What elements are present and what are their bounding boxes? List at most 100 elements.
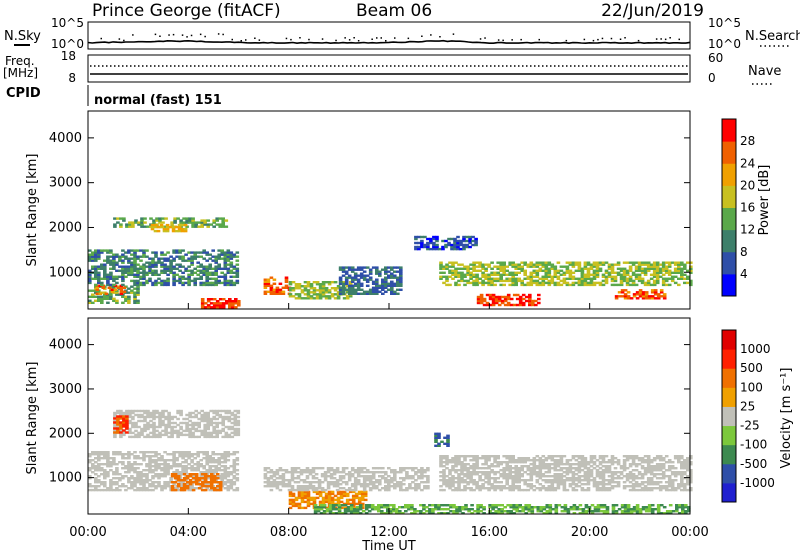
range-time-cell — [287, 479, 292, 482]
range-time-cell — [595, 469, 600, 472]
range-time-cell — [152, 409, 156, 413]
nsearch-point — [619, 38, 622, 40]
range-time-cell — [133, 261, 137, 264]
range-time-cell — [514, 473, 518, 476]
range-time-cell — [514, 481, 518, 484]
range-time-cell — [655, 275, 660, 278]
range-time-cell — [610, 271, 615, 274]
range-time-cell — [484, 473, 488, 476]
range-time-cell — [291, 287, 296, 290]
range-time-cell — [604, 455, 609, 458]
range-time-cell — [202, 257, 206, 260]
range-time-cell — [667, 283, 672, 287]
range-time-cell — [233, 431, 238, 435]
range-time-cell — [378, 483, 382, 486]
range-time-cell — [338, 280, 343, 283]
range-time-cell — [157, 465, 161, 468]
range-time-cell — [393, 274, 397, 277]
range-time-cell — [402, 467, 406, 470]
range-time-cell — [589, 473, 594, 476]
range-time-cell — [562, 475, 567, 478]
range-time-cell — [211, 283, 215, 287]
range-time-cell — [613, 283, 618, 287]
range-time-cell — [673, 271, 678, 274]
range-time-cell — [223, 279, 228, 283]
range-time-cell — [148, 479, 152, 482]
range-time-cell — [154, 481, 158, 484]
range-time-cell — [112, 457, 116, 460]
range-time-cell — [399, 268, 403, 271]
range-time-cell — [652, 457, 657, 460]
range-time-cell — [187, 283, 191, 287]
range-time-cell — [574, 488, 579, 492]
range-time-cell — [88, 469, 92, 472]
range-time-cell — [661, 263, 666, 266]
range-time-cell — [526, 488, 531, 492]
range-time-cell — [686, 459, 690, 462]
range-time-cell — [175, 471, 179, 474]
range-time-cell — [110, 288, 115, 291]
range-time-cell — [275, 487, 280, 490]
range-time-cell — [169, 467, 173, 470]
range-time-cell — [136, 283, 140, 287]
range-time-cell — [125, 409, 129, 413]
range-time-cell — [439, 475, 443, 478]
range-time-cell — [547, 275, 552, 278]
range-time-cell — [487, 483, 491, 486]
range-time-cell — [356, 288, 361, 291]
range-time-cell — [131, 415, 135, 419]
range-time-cell — [475, 461, 479, 464]
range-time-cell — [511, 261, 515, 264]
range-time-cell — [278, 488, 283, 492]
range-time-cell — [311, 481, 316, 484]
range-time-cell — [487, 273, 491, 276]
range-time-cell — [115, 301, 119, 304]
range-time-cell — [234, 300, 238, 303]
range-time-cell — [475, 471, 479, 474]
range-time-cell — [208, 265, 212, 268]
range-time-cell — [468, 237, 472, 241]
range-time-cell — [446, 434, 450, 437]
range-time-cell — [445, 479, 449, 482]
range-time-cell — [535, 273, 540, 276]
range-time-cell — [149, 415, 153, 419]
range-time-cell — [628, 277, 633, 280]
range-time-cell — [640, 487, 645, 490]
range-time-cell — [228, 306, 232, 309]
range-time-cell — [442, 481, 446, 484]
range-time-cell — [402, 488, 406, 492]
range-time-cell — [212, 298, 217, 301]
range-time-cell — [414, 479, 418, 482]
nsearch-point — [380, 37, 382, 39]
freq-panel: Freq. [MHz] 18 8 60 0 Nave — [3, 49, 781, 85]
range-time-cell — [680, 465, 684, 468]
nsearch-point — [610, 37, 613, 40]
range-time-cell — [586, 269, 591, 272]
range-time-cell — [375, 471, 379, 474]
range-time-cell — [505, 467, 509, 470]
range-time-cell — [497, 299, 502, 303]
range-time-cell — [664, 267, 669, 270]
range-time-cell — [348, 502, 353, 506]
range-time-cell — [284, 286, 289, 289]
range-time-cell — [327, 502, 332, 506]
range-time-cell — [638, 291, 643, 294]
range-time-cell — [456, 245, 460, 249]
range-time-cell — [532, 457, 537, 460]
range-time-cell — [215, 433, 219, 437]
range-time-cell — [205, 273, 209, 276]
range-time-cell — [315, 297, 320, 300]
range-time-cell — [634, 463, 639, 466]
range-time-cell — [232, 463, 237, 466]
range-time-cell — [444, 245, 448, 249]
range-time-cell — [336, 285, 341, 288]
range-time-cell — [281, 481, 286, 484]
range-time-cell — [109, 283, 113, 287]
range-time-cell — [419, 510, 423, 513]
range-time-cell — [360, 502, 365, 506]
range-time-cell — [448, 459, 452, 462]
range-time-cell — [148, 483, 152, 486]
range-time-cell — [139, 265, 143, 268]
range-time-cell — [94, 451, 98, 454]
range-time-cell — [329, 475, 334, 478]
